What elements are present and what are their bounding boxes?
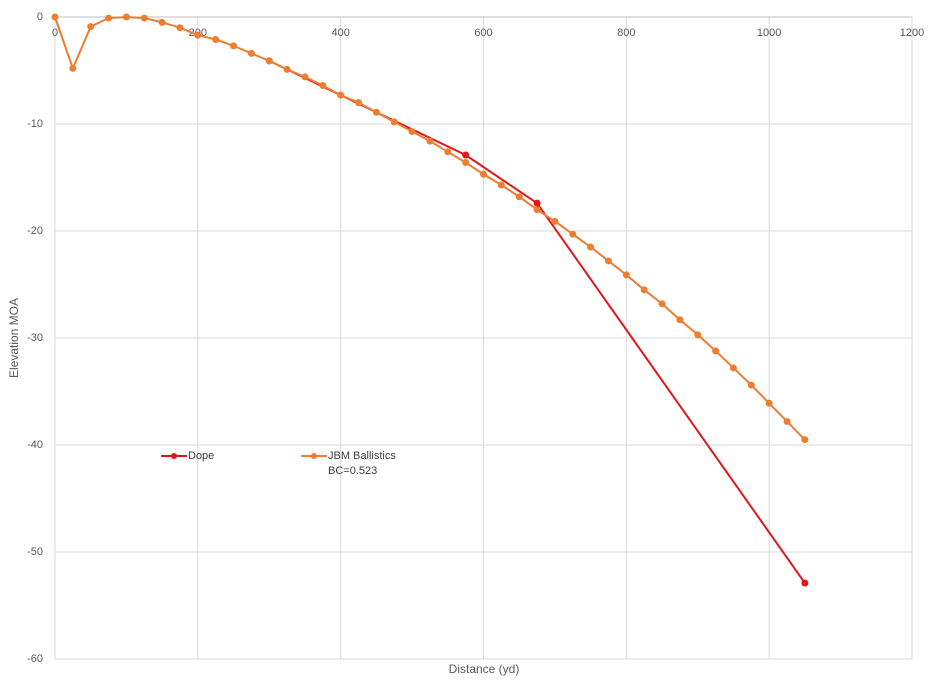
data-point [140,14,148,22]
y-tick-label: -10 [27,118,43,130]
data-point [265,57,273,65]
series-line [54,15,806,441]
data-point [355,99,363,107]
data-point [372,108,380,116]
data-point [640,286,648,294]
x-tick-label: 600 [474,27,492,39]
data-point [408,127,416,135]
x-tick-label: 1200 [900,27,924,39]
legend-label: Dope [188,450,215,462]
data-point [747,381,755,389]
y-tick-label: 0 [37,11,43,23]
data-point [694,331,702,339]
data-point [105,14,113,22]
y-tick-label: -20 [27,225,43,237]
data-point [497,181,505,189]
legend-swatch [301,453,327,459]
data-point [158,18,166,26]
data-point [462,151,470,159]
data-point [551,217,559,225]
data-point [212,35,220,43]
data-point [462,159,470,167]
data-point [569,230,577,238]
x-axis-label: Distance (yd) [449,662,520,676]
x-tick-label: 400 [331,27,349,39]
data-point [122,13,130,21]
data-point [337,91,345,99]
x-tick-label: 0 [52,27,58,39]
y-tick-label: -60 [27,653,43,665]
data-point [801,436,809,444]
x-tick-label: 1000 [757,27,781,39]
data-point [765,399,773,407]
data-point [87,23,95,31]
data-point [658,300,666,308]
data-point [426,137,434,145]
data-point [604,257,612,265]
data-point [444,148,452,156]
data-point [801,579,809,587]
data-point [176,24,184,32]
data-point [69,64,77,72]
data-point [247,49,255,57]
x-tick-label: 800 [617,27,635,39]
data-point [783,417,791,425]
y-axis-label: Elevation MOA [7,298,21,378]
y-tick-label: -40 [27,439,43,451]
legend-label: JBM Ballistics BC=0.523 [328,450,396,477]
data-point [51,13,59,21]
legend-item: Dope [160,449,256,464]
data-point [676,316,684,324]
data-point [230,42,238,50]
data-point [533,206,541,214]
legend-item: JBM Ballistics BC=0.523 [300,449,396,479]
data-point [301,73,309,81]
data-point [194,31,202,39]
data-point [515,193,523,201]
data-point [729,364,737,372]
data-point [283,65,291,73]
data-point [533,199,541,207]
data-point [587,243,595,251]
data-point [319,81,327,89]
data-point [622,271,630,279]
series-line [268,59,806,584]
y-tick-label: -30 [27,332,43,344]
data-point [480,170,487,178]
y-tick-label: -50 [27,546,43,558]
legend-swatch [161,453,187,459]
data-point [390,118,398,126]
data-point [712,347,720,355]
